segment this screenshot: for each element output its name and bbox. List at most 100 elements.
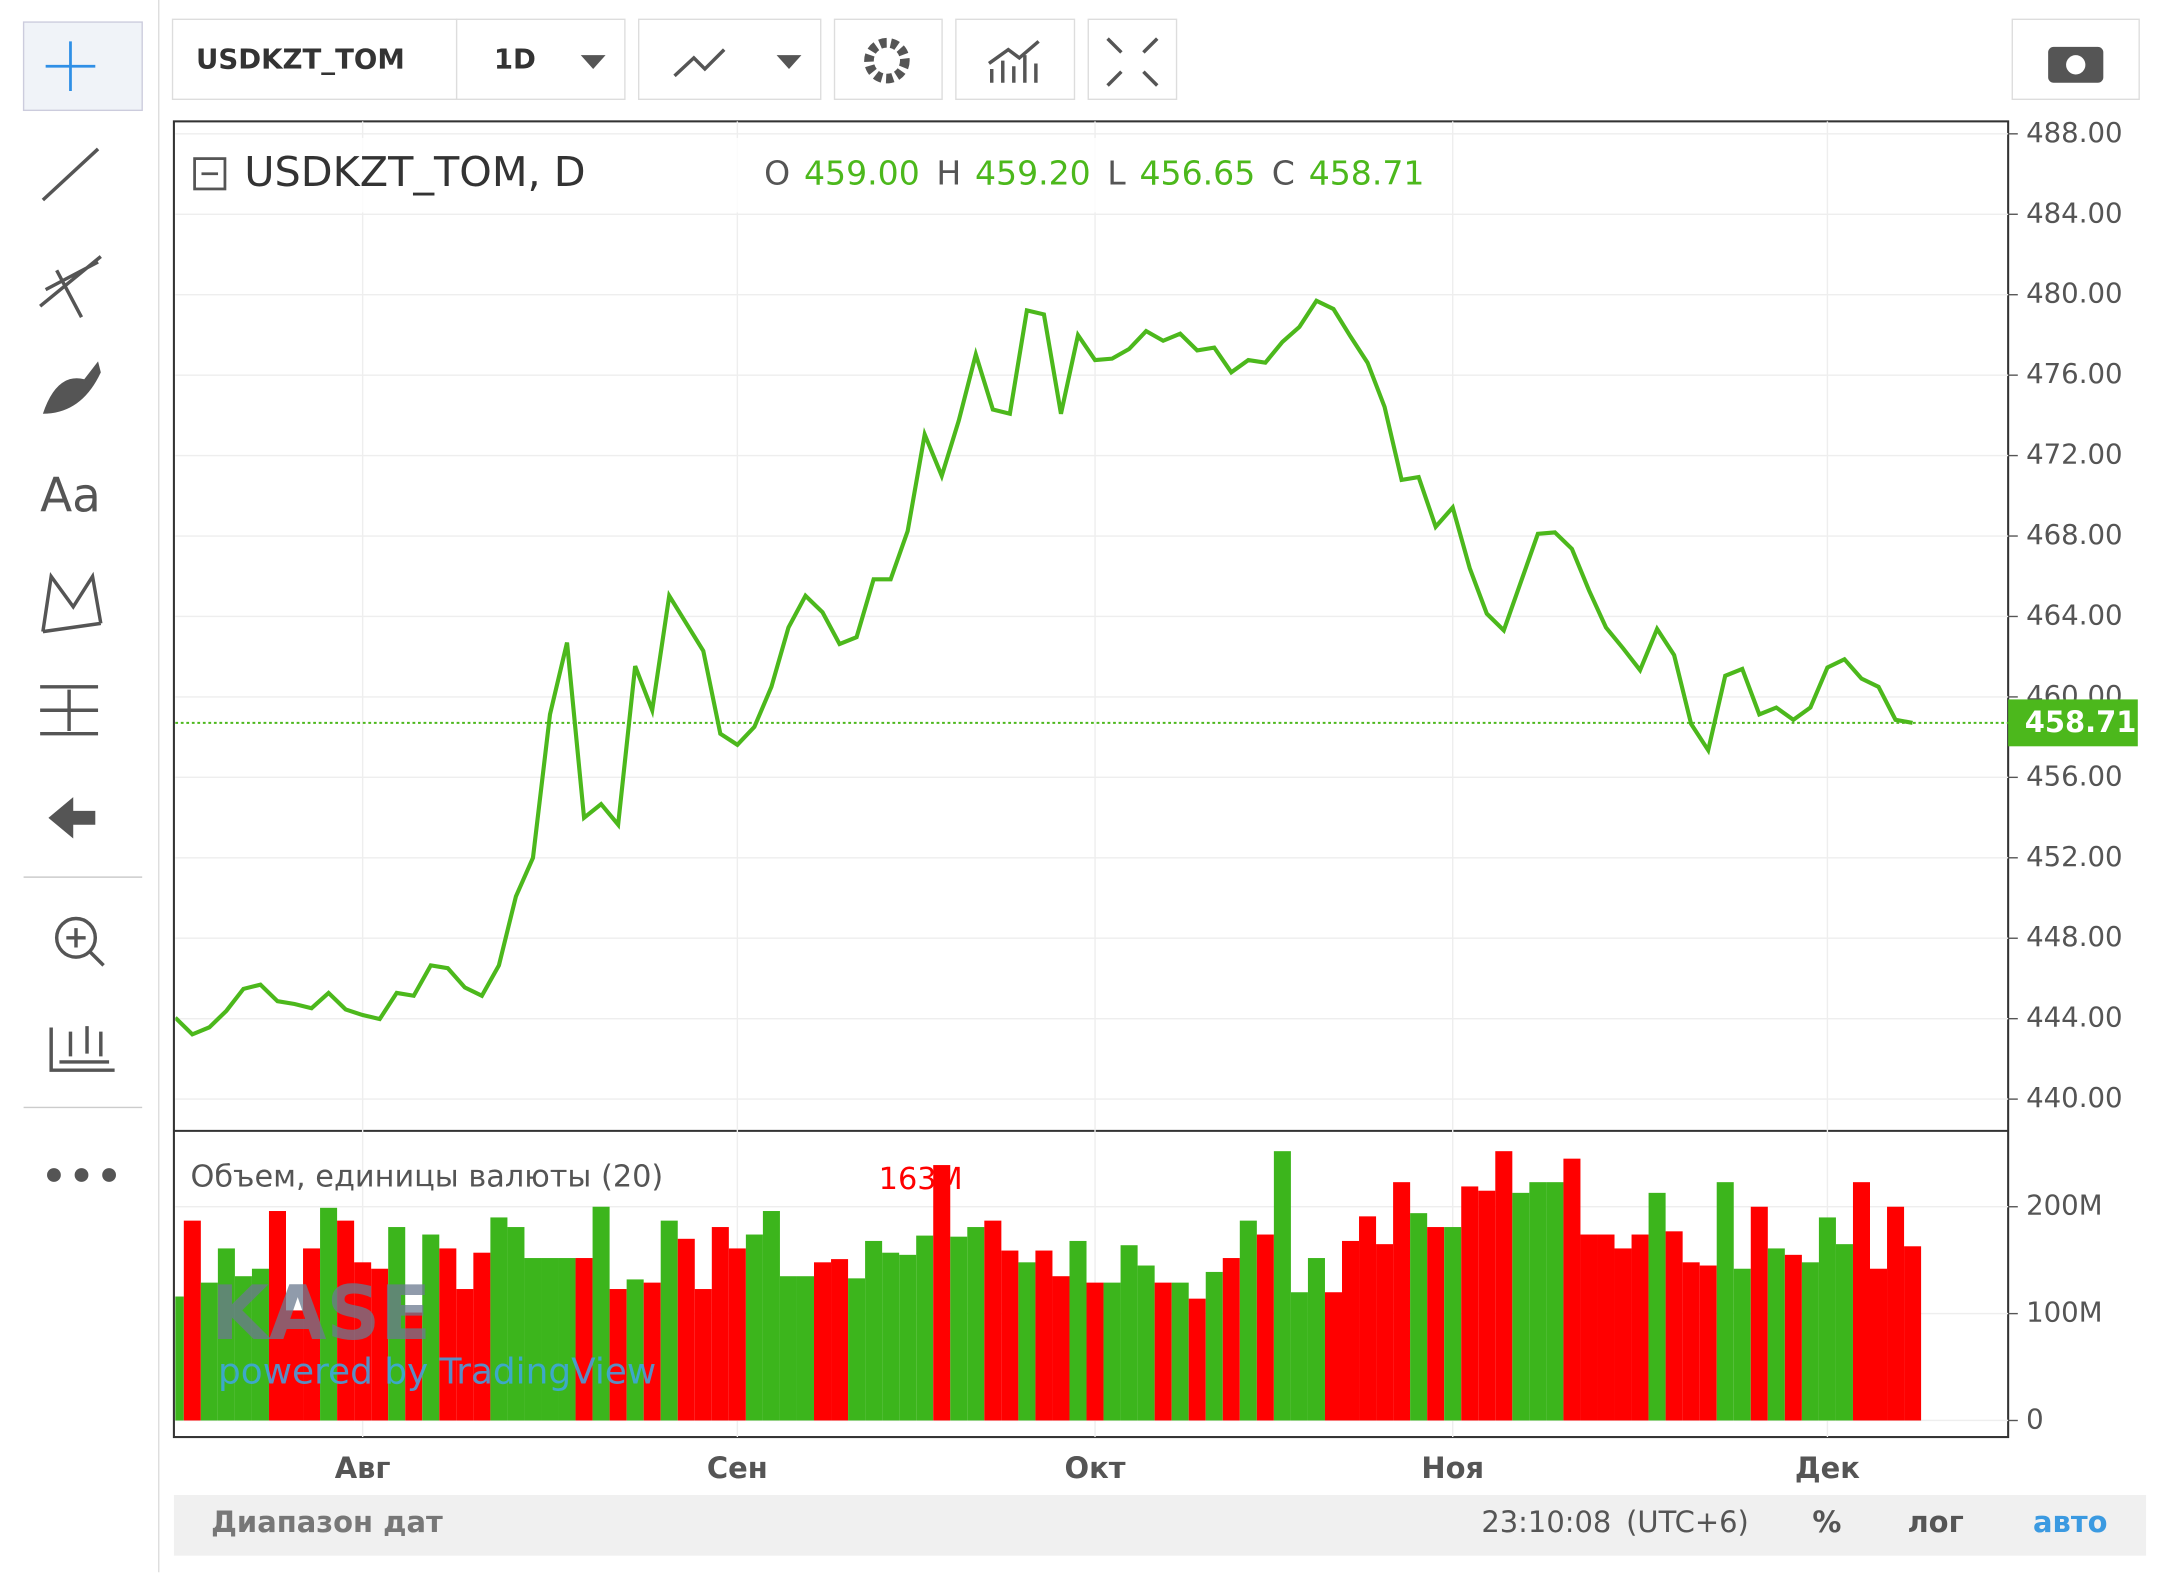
plot: Авг Сен Окт Ноя Дек 440.00 444.00 448.00 452.00 4… [175,116,2138,1485]
y-tick-label: 464.00 [2026,598,2123,631]
clock: 23:10:08 [1481,1505,1611,1539]
log-toggle[interactable]: лог [1907,1505,1963,1539]
snapshot[interactable] [2011,18,2140,100]
volume-bar [268,1211,287,1421]
legend-bg [180,137,1367,213]
ohlc: O 459.00 H 459.20 L 456.65 C 458.71 [764,154,1424,193]
last-price-tag [2008,699,2138,747]
x-tick-label: Дек [1795,1451,1860,1485]
volume-bar [1103,1282,1121,1421]
volume-bar [916,1235,934,1421]
collapse[interactable] [193,157,227,191]
text-tool[interactable]: Aa [40,469,101,524]
volume-bar [183,1220,201,1421]
volume-bar [728,1248,746,1421]
volume-bar [1239,1220,1257,1421]
volume-bar [831,1259,849,1421]
volume-bar [575,1258,593,1421]
volume-bar [1648,1192,1666,1421]
volume-bar [1427,1227,1445,1421]
volume-bar [865,1240,883,1421]
volume-bar [388,1227,406,1421]
volume-bar [1887,1206,1905,1421]
volume-bar [814,1262,832,1421]
fullscreen-icon [1106,37,1159,87]
volume-bar [1444,1227,1462,1421]
indicators[interactable] [955,18,1076,100]
back-tool[interactable] [48,797,96,839]
ohlc-key: H [936,154,961,193]
volume-bar [1835,1244,1853,1421]
left-toolbar [1,0,156,1586]
y-tick-label: 476.00 [2026,357,2123,390]
ruler-tool[interactable] [49,1026,115,1072]
volume-bar [303,1248,321,1421]
volume-bar [1273,1151,1291,1421]
pane-frame [172,120,2010,1439]
y-tick-label: 200M [2026,1189,2102,1222]
brush-tool[interactable] [42,361,101,414]
zoom-tool[interactable] [54,916,98,959]
volume-bar [1461,1186,1479,1421]
volume-bar [175,1296,184,1421]
volume-bar [1495,1151,1513,1421]
more-tools[interactable] [47,1168,116,1182]
volume-last: 163M [879,1162,963,1197]
volume-bar [1154,1282,1172,1421]
dropdown [776,55,802,69]
ohlc-value: 459.20 [975,154,1091,193]
volume-bar [1716,1182,1734,1421]
volume-bar [848,1278,866,1421]
volume-bar [1801,1262,1819,1421]
volume-bar [1205,1271,1223,1421]
volume-bar [1631,1234,1649,1421]
volume-bar [967,1227,985,1421]
volume-bar [1018,1262,1036,1421]
volume-bar [1120,1245,1138,1421]
volume-bar [234,1276,252,1421]
volume-bar [677,1238,695,1421]
volume-bar [422,1234,440,1421]
camera-lens [2066,55,2086,75]
x-tick-label: Авг [335,1451,391,1485]
volume-bar [1546,1182,1564,1421]
ohlc-key: L [1107,154,1126,193]
watermark: KASE [211,1270,431,1357]
percent-toggle[interactable]: % [1812,1505,1841,1539]
volume-bar [1733,1268,1751,1421]
zoom-icon [66,928,105,967]
volume-bar [1597,1234,1615,1421]
y-tick-label: 440.00 [2026,1081,2123,1114]
indicator-icon [987,40,1040,83]
trend-line-tool[interactable] [41,147,100,202]
volume-bar [1478,1190,1496,1421]
volume-bar [1001,1250,1019,1421]
volume-bar [1784,1254,1802,1421]
y-tick-label: 472.00 [2026,438,2123,471]
settings[interactable] [833,18,943,100]
volume-bar [1767,1248,1785,1421]
x-tick-label: Окт [1065,1451,1126,1485]
x-tick-label: Ноя [1421,1451,1484,1485]
volume-bar [711,1227,729,1421]
fib-tool[interactable] [39,255,102,319]
date-range[interactable]: Диапазон дат [211,1505,443,1539]
y-tick-label: 488.00 [2026,116,2123,149]
volume-bar [1376,1244,1394,1421]
volume-bar [1324,1292,1343,1421]
volume-bar [1665,1231,1683,1421]
volume-bar [371,1268,389,1421]
price-line [175,298,1913,1037]
volume-bar [286,1310,304,1421]
volume-bar [405,1312,423,1421]
volume-bar [200,1282,218,1421]
auto-toggle[interactable]: авто [2033,1505,2108,1539]
measure-tool[interactable] [40,685,99,736]
fullscreen[interactable] [1087,18,1178,100]
volume-bar [1290,1292,1308,1421]
volume-bar [456,1289,474,1421]
pattern-tool[interactable] [41,571,103,634]
dropdown [580,55,606,69]
symbol-box[interactable] [171,18,458,100]
